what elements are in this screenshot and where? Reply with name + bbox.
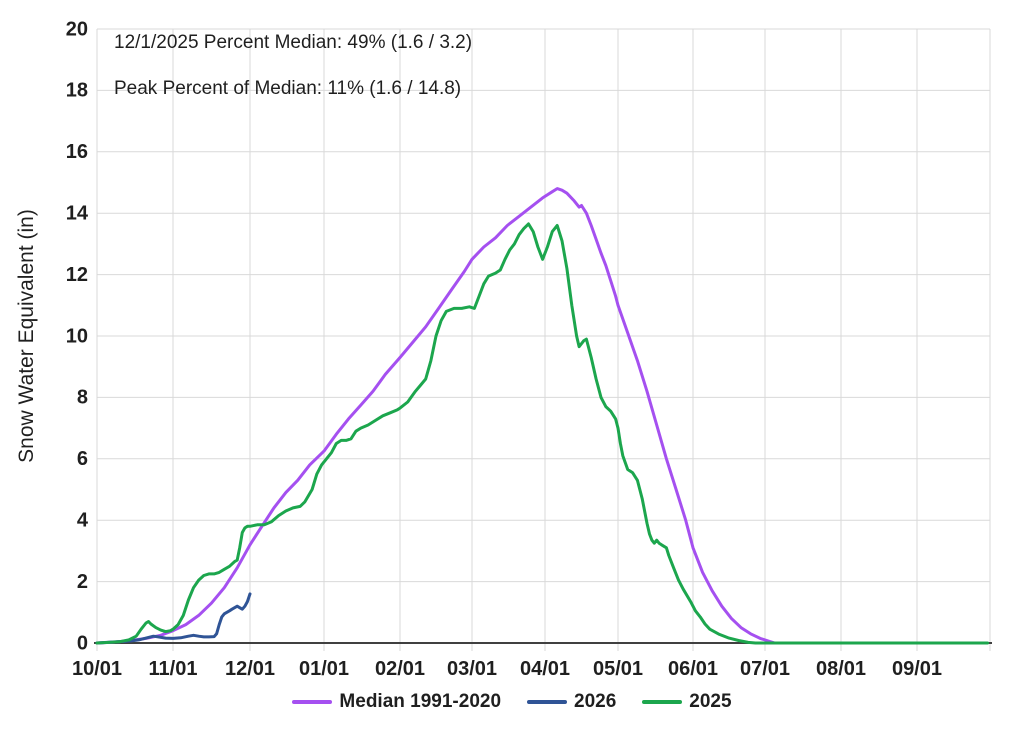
x-tick-label: 06/01 xyxy=(668,658,718,680)
y-tick-label: 8 xyxy=(77,387,88,409)
series-line-2025 xyxy=(95,222,990,645)
annotation-percent-median: 12/1/2025 Percent Median: 49% (1.6 / 3.2… xyxy=(114,32,473,53)
x-tick-label: 05/01 xyxy=(593,658,643,680)
y-tick-label: 12 xyxy=(66,264,88,286)
series-line-median-1991-2020 xyxy=(95,187,777,645)
x-tick-label: 03/01 xyxy=(447,658,497,680)
y-tick-label: 14 xyxy=(66,202,89,224)
legend-label: 2026 xyxy=(574,691,617,712)
x-tick-label: 09/01 xyxy=(892,658,942,680)
legend-item-median-1991-2020: Median 1991-2020 xyxy=(292,691,501,713)
y-tick-label: 10 xyxy=(66,325,88,347)
legend-label: Median 1991-2020 xyxy=(339,691,502,712)
y-tick-label: 6 xyxy=(77,448,88,470)
y-tick-label: 2 xyxy=(77,571,88,593)
y-tick-label: 18 xyxy=(66,80,88,102)
x-tick-label: 02/01 xyxy=(375,658,425,680)
y-tick-label: 0 xyxy=(77,632,88,654)
annotation-peak-percent: Peak Percent of Median: 11% (1.6 / 14.8) xyxy=(114,78,462,99)
legend-label: 2025 xyxy=(689,691,732,712)
legend-item-2026: 2026 xyxy=(527,691,616,713)
legend-swatch xyxy=(292,700,333,704)
x-tick-label: 10/01 xyxy=(72,658,122,680)
legend-item-2025: 2025 xyxy=(642,691,732,713)
chart-legend: Median 1991-2020 2026 2025 xyxy=(0,691,1024,713)
x-tick-label: 04/01 xyxy=(520,658,570,680)
x-tick-label: 01/01 xyxy=(299,658,349,680)
series-line-2026 xyxy=(95,592,252,645)
y-tick-label: 4 xyxy=(77,509,89,531)
legend-swatch xyxy=(642,700,683,704)
chart-annotation: 12/1/2025 Percent Median: 49% (1.6 / 3.2… xyxy=(114,33,472,125)
x-tick-label: 11/01 xyxy=(149,658,198,680)
y-tick-label: 16 xyxy=(66,141,88,163)
y-axis-title: Snow Water Equivalent (in) xyxy=(15,209,38,463)
legend-swatch xyxy=(527,700,568,704)
y-tick-label: 20 xyxy=(66,18,88,40)
x-tick-label: 12/01 xyxy=(225,658,275,680)
x-tick-label: 07/01 xyxy=(740,658,790,680)
x-tick-label: 08/01 xyxy=(816,658,866,680)
